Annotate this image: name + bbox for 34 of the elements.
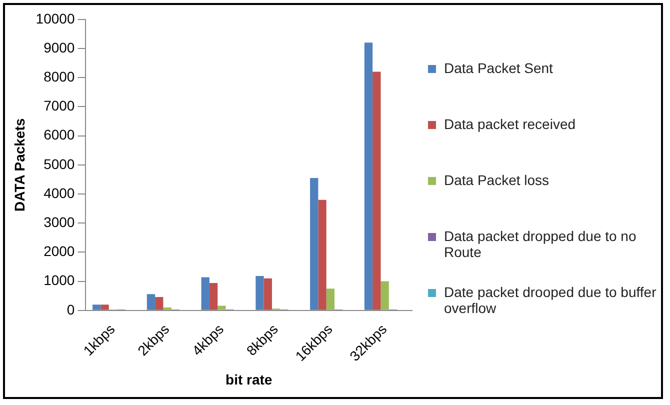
legend-label: Data Packet Sent xyxy=(444,60,553,76)
y-tick-label: 10000 xyxy=(36,10,75,26)
legend-label: Data packet dropped due to no Route xyxy=(444,228,638,260)
bar xyxy=(163,307,172,310)
y-tick-label: 5000 xyxy=(44,156,75,172)
bar xyxy=(201,277,210,310)
y-tick-label: 3000 xyxy=(44,214,75,230)
y-tick-label: 7000 xyxy=(44,98,75,114)
bar xyxy=(380,281,389,310)
bar xyxy=(155,297,164,310)
legend-label: Data Packet loss xyxy=(444,172,550,188)
bar xyxy=(146,294,156,310)
bar xyxy=(372,72,381,310)
y-tick-label: 6000 xyxy=(44,126,75,143)
y-tick-label: 9000 xyxy=(44,39,75,56)
bar xyxy=(100,304,109,310)
legend-label: Data packet received xyxy=(444,116,576,132)
y-tick-label: 8000 xyxy=(44,68,75,84)
bar xyxy=(256,276,264,310)
bar xyxy=(218,306,226,310)
x-axis-title: bit rate xyxy=(226,371,272,388)
bar xyxy=(310,178,318,310)
y-axis-title: DATA Packets xyxy=(11,118,28,212)
bar xyxy=(264,278,272,310)
y-tick-label: 2000 xyxy=(44,243,75,260)
y-tick-label: 4000 xyxy=(44,184,75,201)
legend-label: Date packet drooped due to buffer overflow xyxy=(444,284,658,316)
bar xyxy=(92,304,101,310)
bar xyxy=(209,283,218,310)
bar xyxy=(318,200,326,310)
y-tick-label: 0 xyxy=(66,301,75,318)
y-tick-label: 1000 xyxy=(44,272,75,288)
bar xyxy=(326,288,335,310)
bar xyxy=(364,42,373,310)
